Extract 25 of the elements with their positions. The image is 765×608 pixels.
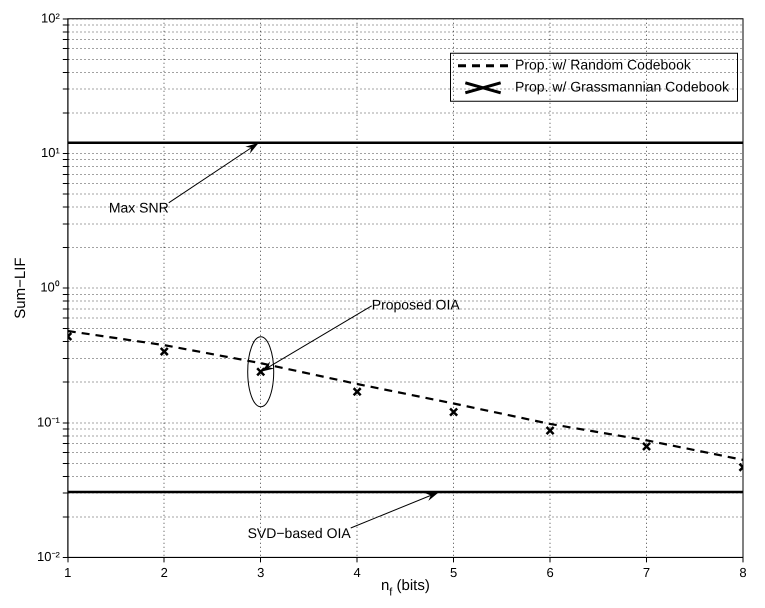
point xyxy=(159,346,170,356)
point xyxy=(352,386,362,397)
point xyxy=(256,367,266,377)
legend-label: Prop. w/ Grassmannian Codebook xyxy=(515,78,730,95)
point xyxy=(642,442,652,452)
annotation: Proposed OIA xyxy=(372,296,460,313)
x-tick-label: 5 xyxy=(450,564,458,580)
y-axis-title: Sum−LIF xyxy=(12,257,30,319)
y-tick-label: 10⁻² xyxy=(36,548,60,564)
x-tick-label: 2 xyxy=(160,564,168,580)
legend-label: Prop. w/ Random Codebook xyxy=(515,56,692,73)
annotation: SVD−based OIA xyxy=(248,524,352,541)
y-tick-label: 10⁻¹ xyxy=(36,414,60,430)
x-tick-label: 1 xyxy=(64,564,72,580)
y-tick-label: 10¹ xyxy=(40,145,60,160)
y-tick-label: 10⁰ xyxy=(40,280,60,295)
x-tick-label: 3 xyxy=(257,564,264,580)
y-tick-label: 10² xyxy=(40,10,60,26)
annotation: Max SNR xyxy=(108,200,169,216)
x-tick-label: 8 xyxy=(739,564,747,580)
x-tick-label: 7 xyxy=(642,564,650,580)
point xyxy=(545,426,555,436)
x-tick-label: 6 xyxy=(546,564,554,580)
x-tick-label: 4 xyxy=(354,564,361,580)
point xyxy=(448,407,458,417)
